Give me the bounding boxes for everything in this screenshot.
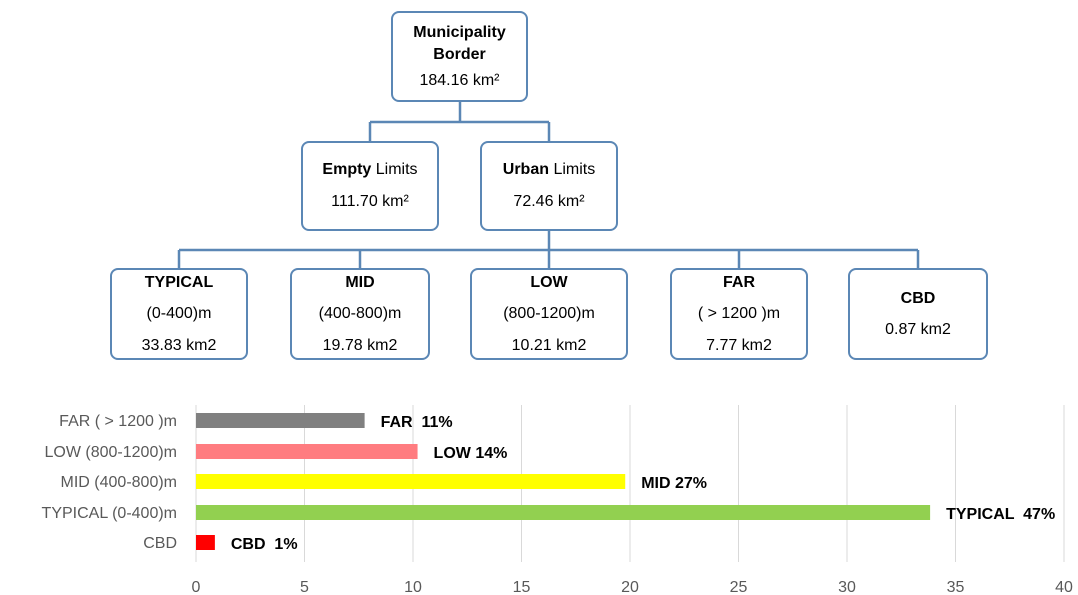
data-label-far: FAR 11% [381, 414, 453, 431]
node-zone-far-range: ( > 1200 )m [697, 305, 781, 323]
node-urban-title-rest: Limits [549, 161, 596, 179]
node-zone-far-title: FAR [723, 274, 755, 292]
node-municipality-title-line1: Municipality [413, 23, 506, 41]
node-zone-typical-area: 33.83 km2 [141, 336, 217, 354]
node-municipality-border: Municipality Border 184.16 km² [391, 11, 528, 102]
node-zone-typical-range: (0-400)m [146, 305, 212, 323]
x-tick-label-15: 15 [513, 579, 531, 595]
node-zone-cbd: CBD 0.87 km2 [848, 268, 988, 360]
bar-typical [196, 505, 931, 520]
category-label-low: LOW (800-1200)m [45, 444, 178, 461]
node-empty-value: 111.70 km² [331, 193, 409, 210]
data-label-cbd: CBD 1% [231, 536, 298, 553]
x-tick-label-25: 25 [730, 579, 748, 595]
node-zone-cbd-title: CBD [900, 289, 936, 307]
chart-data-labels: FAR 11% LOW 14% MID 27% TYPICAL 47% CBD 1% [231, 414, 1055, 553]
node-municipality-value: 184.16 km² [419, 71, 500, 89]
bar-low [196, 444, 418, 459]
node-zone-low-range: (800-1200)m [503, 305, 595, 323]
chart-category-labels: FAR ( > 1200 )m LOW (800-1200)m MID (400-8… [42, 413, 177, 552]
node-zone-mid-range: (400-800)m [318, 305, 402, 323]
node-zone-far: FAR ( > 1200 )m 7.77 km2 [670, 268, 808, 360]
category-label-mid: MID (400-800)m [61, 474, 177, 491]
node-zone-low-title: LOW [530, 274, 568, 292]
diagram-connectors [177, 102, 920, 268]
node-empty-limits: Empty Limits 111.70 km² [301, 141, 439, 231]
node-municipality-title-line2: Border [433, 46, 486, 64]
node-zone-far-area: 7.77 km2 [706, 336, 772, 354]
bar-mid [196, 474, 626, 489]
data-label-typical: TYPICAL 47% [946, 506, 1055, 523]
connector-root-to-limits [368, 102, 551, 141]
x-tick-label-5: 5 [300, 579, 309, 595]
chart-bars [196, 413, 931, 550]
node-empty-title: Empty Limits [322, 157, 417, 183]
hierarchy-diagram: Municipality Border 184.16 km² Empty Lim… [110, 11, 988, 360]
x-tick-label-30: 30 [838, 579, 856, 595]
category-label-cbd: CBD [143, 535, 177, 552]
node-urban-title-bold: Urban [502, 161, 549, 179]
bar-far [196, 413, 365, 428]
connector-urban-to-zones [177, 231, 920, 268]
data-label-low: LOW 14% [434, 445, 508, 462]
node-zone-low-area: 10.21 km2 [511, 336, 587, 354]
x-tick-label-10: 10 [404, 579, 422, 595]
node-zone-cbd-area: 0.87 km2 [885, 321, 951, 338]
data-label-mid: MID 27% [641, 475, 707, 492]
bar-cbd [196, 535, 215, 550]
chart-x-tick-labels: 0 5 10 15 20 25 30 35 40 [192, 579, 1073, 595]
category-label-far: FAR ( > 1200 )m [59, 413, 177, 430]
node-empty-title-rest: Limits [371, 161, 418, 179]
x-tick-label-0: 0 [192, 579, 201, 595]
node-urban-limits: Urban Limits 72.46 km² [480, 141, 618, 231]
x-tick-label-35: 35 [947, 579, 965, 595]
node-zone-mid-area: 19.78 km2 [322, 336, 398, 354]
x-tick-label-20: 20 [621, 579, 639, 595]
node-zone-mid-title: MID [345, 274, 375, 292]
node-zone-typical: TYPICAL (0-400)m 33.83 km2 [110, 268, 248, 360]
node-zone-low: LOW (800-1200)m 10.21 km2 [470, 268, 628, 360]
category-label-typical: TYPICAL (0-400)m [42, 505, 177, 522]
node-urban-value: 72.46 km² [513, 193, 585, 210]
node-zone-typical-title: TYPICAL [144, 274, 214, 292]
node-empty-title-bold: Empty [322, 161, 372, 179]
node-zone-mid: MID (400-800)m 19.78 km2 [290, 268, 430, 360]
node-urban-title: Urban Limits [503, 157, 595, 183]
x-tick-label-40: 40 [1055, 579, 1073, 595]
